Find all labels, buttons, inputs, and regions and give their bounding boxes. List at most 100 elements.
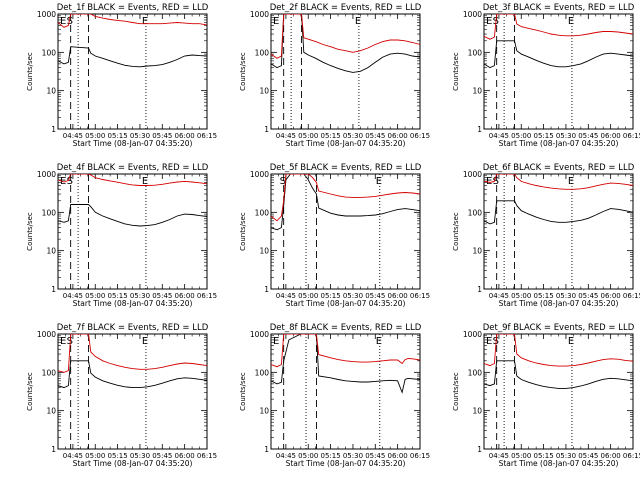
panel-1: Det_1f BLACK = Events, RED = LLD 1 10 100 10… <box>26 3 217 148</box>
x-tick-label: 05:45 <box>578 452 598 460</box>
marker-e-right: E <box>568 176 574 187</box>
series-lld-line <box>271 14 420 59</box>
y-tick-label: 10 <box>46 87 56 96</box>
y-axis-label: Counts/sec <box>26 212 34 251</box>
marker-e-left: E <box>486 336 492 347</box>
marker-e-left: E <box>60 16 66 27</box>
x-tick-label: 04:45 <box>276 132 296 140</box>
x-tick-label: 05:45 <box>152 292 172 300</box>
x-tick-label: 04:45 <box>63 132 83 140</box>
y-tick-label: 1 <box>477 285 482 294</box>
marker-e-left: E <box>486 16 492 27</box>
series-events-line <box>271 14 420 73</box>
y-axis-label: Counts/sec <box>452 212 460 251</box>
marker-s: S <box>493 176 499 187</box>
marker-e-right: E <box>142 176 148 187</box>
marker-e-right: E <box>376 176 382 187</box>
x-tick-label: 06:00 <box>175 452 195 460</box>
y-tick-label: 1000 <box>463 330 482 339</box>
x-tick-label: 06:15 <box>623 292 640 300</box>
x-tick-label: 06:15 <box>197 292 217 300</box>
marker-e-right: E <box>142 336 148 347</box>
y-tick-label: 1000 <box>463 10 482 19</box>
y-tick-label: 1 <box>264 445 269 454</box>
series-events-line <box>484 200 633 225</box>
x-tick-label: 05:30 <box>343 292 363 300</box>
x-tick-label: 05:45 <box>365 292 385 300</box>
x-tick-label: 05:15 <box>321 292 341 300</box>
series-events-line <box>271 334 420 394</box>
x-tick-label: 06:15 <box>197 452 217 460</box>
y-tick-label: 100 <box>468 208 483 217</box>
y-axis-label: Counts/sec <box>452 372 460 411</box>
y-tick-label: 10 <box>472 407 482 416</box>
panel-title: Det_9f BLACK = Events, RED = LLD <box>483 323 635 333</box>
x-tick-label: 04:45 <box>276 292 296 300</box>
y-tick-label: 100 <box>42 208 57 217</box>
x-tick-label: 05:30 <box>130 132 150 140</box>
x-tick-label: 06:00 <box>175 132 195 140</box>
panel-3: Det_3f BLACK = Events, RED = LLD 1 10 100 10… <box>452 3 640 148</box>
series-events-line <box>58 204 207 227</box>
x-tick-label: 05:00 <box>298 452 318 460</box>
y-tick-label: 1 <box>264 125 269 134</box>
x-tick-label: 05:00 <box>511 132 531 140</box>
x-tick-label: 06:00 <box>388 452 408 460</box>
y-tick-label: 1000 <box>37 330 56 339</box>
y-tick-label: 1000 <box>37 10 56 19</box>
x-tick-label: 05:15 <box>534 292 554 300</box>
panel-title: Det_4f BLACK = Events, RED = LLD <box>57 163 209 173</box>
x-tick-label: 04:45 <box>489 452 509 460</box>
marker-e-left: E <box>273 16 279 27</box>
panel-5: Det_5f BLACK = Events, RED = LLD 1 10 100 10… <box>239 163 430 308</box>
x-axis-label: Start Time (08-Jan-07 04:35:20) <box>499 299 619 308</box>
x-tick-label: 04:45 <box>489 292 509 300</box>
y-tick-label: 1000 <box>250 170 269 179</box>
y-tick-label: 100 <box>42 368 57 377</box>
x-axis-label: Start Time (08-Jan-07 04:35:20) <box>73 459 193 468</box>
x-axis-label: Start Time (08-Jan-07 04:35:20) <box>73 139 193 148</box>
x-tick-label: 04:45 <box>276 452 296 460</box>
x-tick-label: 06:15 <box>623 132 640 140</box>
x-axis-label: Start Time (08-Jan-07 04:35:20) <box>286 139 406 148</box>
series-lld-line <box>271 174 420 222</box>
panel-title: Det_8f BLACK = Events, RED = LLD <box>270 323 422 333</box>
series-lld-line <box>484 14 633 40</box>
x-axis-label: Start Time (08-Jan-07 04:35:20) <box>286 299 406 308</box>
y-tick-label: 1 <box>264 285 269 294</box>
x-tick-label: 05:45 <box>578 292 598 300</box>
series-lld-line <box>484 174 633 190</box>
y-tick-label: 100 <box>255 368 270 377</box>
y-axis-label: Counts/sec <box>26 372 34 411</box>
marker-e-right: E <box>568 336 574 347</box>
marker-e-left: E <box>273 336 279 347</box>
panel-7: Det_7f BLACK = Events, RED = LLD 1 10 100 10… <box>26 323 217 468</box>
x-tick-label: 05:15 <box>534 452 554 460</box>
y-tick-label: 100 <box>255 48 270 57</box>
y-axis-label: Counts/sec <box>239 52 247 91</box>
x-tick-label: 05:30 <box>556 132 576 140</box>
series-lld-line <box>58 14 207 28</box>
x-tick-label: 06:15 <box>410 132 430 140</box>
panel-title: Det_7f BLACK = Events, RED = LLD <box>57 323 209 333</box>
x-tick-label: 05:15 <box>534 132 554 140</box>
x-tick-label: 05:30 <box>343 452 363 460</box>
series-lld-line <box>58 174 207 186</box>
x-tick-label: 05:45 <box>365 452 385 460</box>
x-axis-label: Start Time (08-Jan-07 04:35:20) <box>286 459 406 468</box>
marker-e-left: E <box>486 176 492 187</box>
x-tick-label: 04:45 <box>63 452 83 460</box>
x-tick-label: 05:30 <box>130 292 150 300</box>
panel-title: Det_3f BLACK = Events, RED = LLD <box>483 3 635 13</box>
y-tick-label: 1 <box>477 125 482 134</box>
series-lld-line <box>271 334 420 368</box>
series-events-line <box>271 174 420 231</box>
x-tick-label: 05:30 <box>556 452 576 460</box>
x-tick-label: 05:00 <box>85 452 105 460</box>
y-tick-label: 10 <box>472 87 482 96</box>
x-tick-label: 05:30 <box>130 452 150 460</box>
y-tick-label: 1 <box>51 445 56 454</box>
x-tick-label: 05:15 <box>108 132 128 140</box>
y-tick-label: 100 <box>468 48 483 57</box>
marker-s: S <box>67 176 73 187</box>
